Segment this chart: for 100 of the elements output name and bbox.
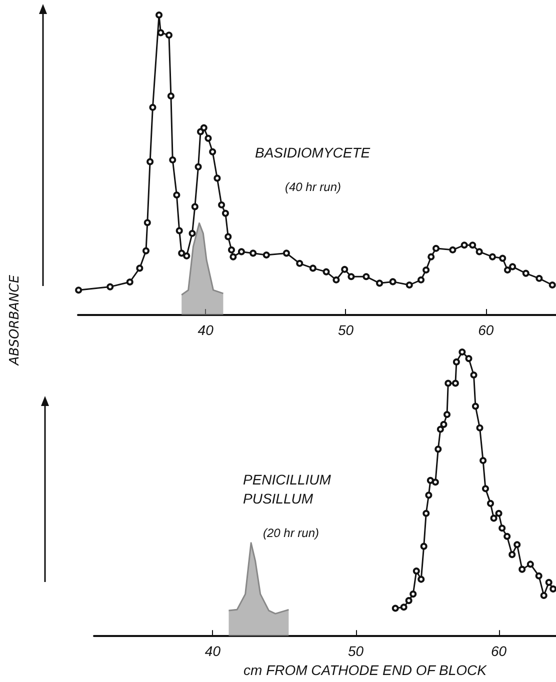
- point: [183, 252, 190, 260]
- point: [136, 264, 144, 272]
- point: [476, 248, 483, 256]
- point: [458, 348, 466, 356]
- point: [178, 250, 186, 257]
- point: [309, 264, 316, 272]
- point: [550, 585, 556, 592]
- point: [222, 210, 229, 217]
- point: [436, 426, 444, 433]
- point: [428, 253, 435, 260]
- point: [348, 273, 355, 280]
- point: [536, 274, 543, 282]
- point: [472, 402, 479, 410]
- point: [469, 242, 476, 249]
- point: [392, 604, 399, 612]
- point: [422, 266, 430, 274]
- point: [144, 219, 151, 226]
- point: [149, 104, 156, 111]
- point: [522, 270, 530, 277]
- point: [418, 276, 425, 284]
- x-tick-label: 40: [204, 643, 221, 660]
- point: [250, 250, 257, 257]
- point: [282, 250, 290, 257]
- point: [194, 163, 202, 170]
- point: [490, 514, 498, 522]
- point: [495, 510, 502, 517]
- point: [434, 446, 442, 453]
- point: [157, 29, 164, 36]
- point: [425, 492, 432, 499]
- text: (40 hr run): [285, 180, 342, 194]
- point: [480, 457, 487, 464]
- y-axis-title: ABSORBANCE: [8, 274, 22, 366]
- point: [362, 273, 370, 280]
- point: [514, 541, 521, 548]
- point: [509, 263, 516, 270]
- x-tick-label: 50: [348, 643, 364, 660]
- point: [209, 148, 216, 156]
- point: [422, 510, 430, 517]
- point: [476, 424, 484, 432]
- point: [545, 578, 552, 586]
- point: [296, 260, 304, 267]
- point: [420, 542, 428, 550]
- point: [432, 478, 439, 486]
- point: [432, 244, 440, 252]
- point: [400, 604, 408, 611]
- point: [444, 411, 451, 418]
- point: [167, 92, 174, 100]
- point: [460, 242, 468, 249]
- point: [535, 572, 542, 580]
- x-tick-label: 60: [490, 643, 507, 660]
- point: [188, 230, 196, 237]
- point: [156, 12, 163, 18]
- point: [470, 372, 478, 379]
- point: [498, 524, 506, 532]
- point: [526, 560, 534, 568]
- point: [142, 247, 150, 254]
- point: [482, 485, 489, 492]
- point: [504, 266, 511, 274]
- point: [518, 566, 526, 573]
- point: [191, 203, 198, 210]
- x-tick-label: 50: [338, 322, 354, 338]
- point: [499, 254, 506, 262]
- point: [238, 248, 245, 256]
- point: [489, 253, 496, 260]
- text: PENICILLIUM PUSILLUM: [243, 472, 335, 506]
- point: [173, 192, 180, 198]
- point: [465, 355, 472, 362]
- point: [440, 420, 448, 428]
- point: [176, 227, 183, 234]
- point: [341, 266, 348, 273]
- point: [452, 358, 460, 366]
- point: [169, 156, 176, 164]
- point: [449, 246, 456, 254]
- point: [106, 283, 114, 290]
- point: [540, 592, 548, 599]
- point: [405, 597, 412, 604]
- point: [146, 158, 154, 166]
- point: [332, 276, 340, 284]
- point: [426, 476, 434, 484]
- point: [504, 532, 511, 540]
- point: [322, 268, 330, 276]
- point: [165, 32, 172, 39]
- point: [406, 282, 413, 288]
- point: [224, 233, 232, 240]
- point: [262, 252, 270, 258]
- point: [452, 380, 459, 387]
- point: [228, 246, 235, 254]
- point: [230, 253, 237, 260]
- point: [204, 134, 212, 142]
- point: [200, 124, 208, 132]
- point: [126, 278, 134, 286]
- x-axis-title: cm FROM CATHODE END OF BLOCK: [244, 662, 488, 678]
- text: (20 hr run): [263, 526, 320, 540]
- x-tick-label: 60: [478, 322, 494, 338]
- point: [444, 380, 452, 387]
- point: [389, 278, 396, 286]
- point: [410, 590, 417, 598]
- point: [218, 201, 226, 208]
- point: [214, 174, 221, 182]
- point: [376, 280, 384, 287]
